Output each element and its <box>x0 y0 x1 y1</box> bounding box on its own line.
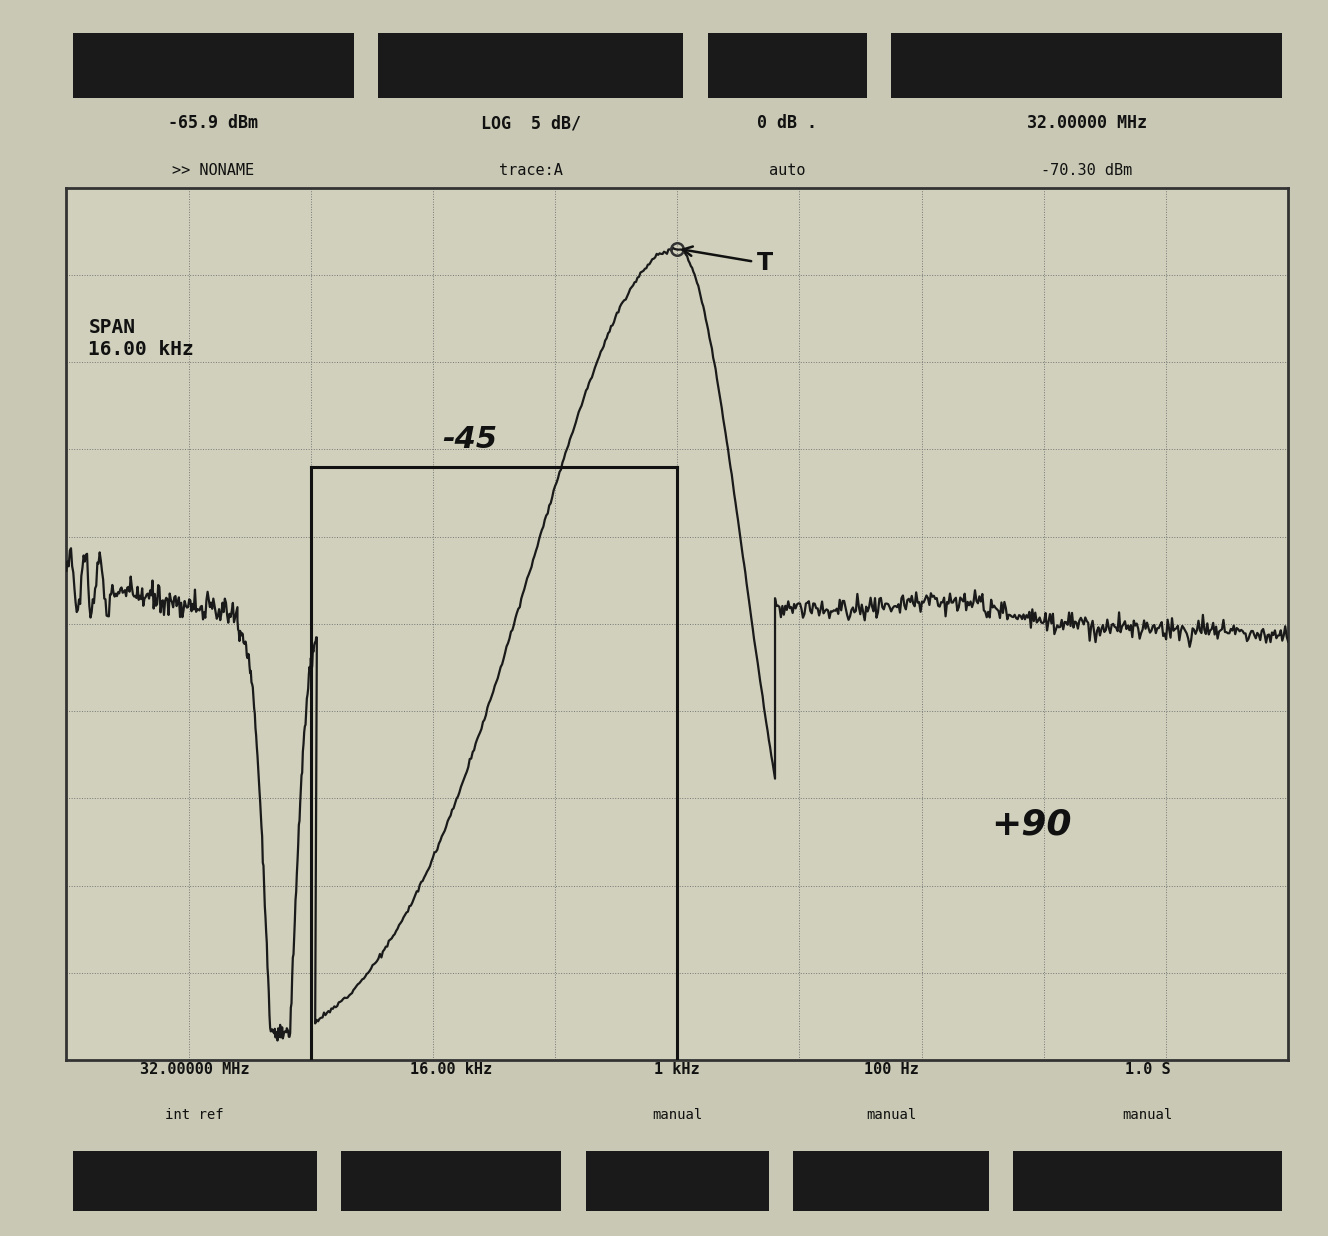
Bar <box>891 33 1282 98</box>
Bar <box>1013 1151 1282 1211</box>
Text: SPAN
16.00 kHz: SPAN 16.00 kHz <box>89 319 194 360</box>
Text: 0 dB .: 0 dB . <box>757 114 817 132</box>
Text: auto: auto <box>769 163 806 178</box>
Text: int ref: int ref <box>166 1109 224 1122</box>
Bar <box>73 33 353 98</box>
Text: 100 Hz: 100 Hz <box>863 1062 919 1077</box>
Text: manual: manual <box>652 1109 703 1122</box>
Text: 32.00000 MHz: 32.00000 MHz <box>139 1062 250 1077</box>
Text: -70.30 dBm: -70.30 dBm <box>1041 163 1133 178</box>
Text: >> NONAME: >> NONAME <box>171 163 254 178</box>
Bar <box>73 1151 317 1211</box>
Text: 1 kHz: 1 kHz <box>655 1062 700 1077</box>
Text: trace:A: trace:A <box>499 163 563 178</box>
Text: +90: +90 <box>991 808 1072 842</box>
Text: manual: manual <box>1122 1109 1173 1122</box>
Bar <box>341 1151 562 1211</box>
Text: T: T <box>683 246 773 276</box>
Text: -65.9 dBm: -65.9 dBm <box>169 114 258 132</box>
Bar <box>586 1151 769 1211</box>
Text: 1.0 S: 1.0 S <box>1125 1062 1170 1077</box>
Text: 16.00 kHz: 16.00 kHz <box>410 1062 493 1077</box>
Text: LOG  5 dB/: LOG 5 dB/ <box>481 114 580 132</box>
Bar <box>793 1151 989 1211</box>
Text: 32.00000 MHz: 32.00000 MHz <box>1027 114 1146 132</box>
Bar <box>708 33 867 98</box>
Text: manual: manual <box>866 1109 916 1122</box>
Text: -45: -45 <box>442 425 497 454</box>
Bar <box>378 33 684 98</box>
